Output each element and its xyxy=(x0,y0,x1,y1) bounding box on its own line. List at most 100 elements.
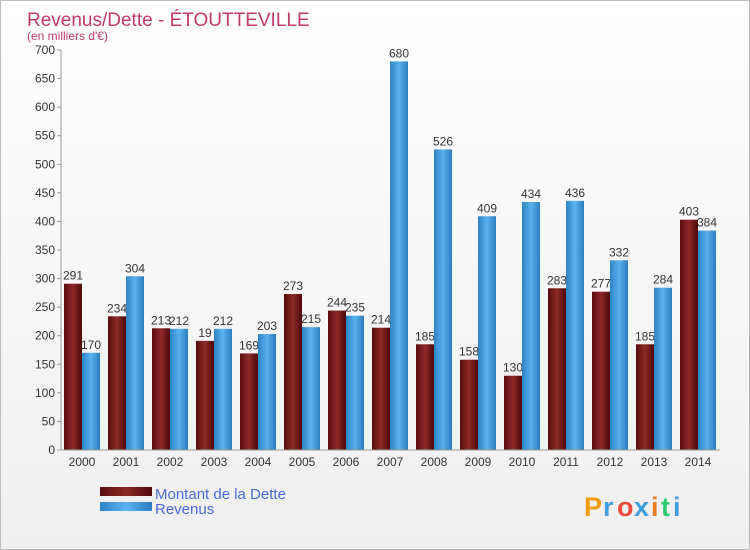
data-label: 403 xyxy=(679,205,699,219)
data-label: 235 xyxy=(345,301,365,315)
logo-letter: x xyxy=(634,492,649,522)
data-label: 277 xyxy=(591,277,611,291)
bars: 2911702343042132121921216920327321524423… xyxy=(63,46,717,451)
bar-dette xyxy=(64,283,82,450)
data-label: 409 xyxy=(477,201,497,215)
bar-revenus xyxy=(522,202,540,450)
y-tick-label: 450 xyxy=(35,186,55,200)
bar-revenus xyxy=(478,216,496,450)
x-tick-label: 2009 xyxy=(465,455,492,469)
data-label: 158 xyxy=(459,345,479,359)
x-tick-label: 2007 xyxy=(377,455,404,469)
x-tick-label: 2011 xyxy=(553,455,579,469)
x-axis: 2000 2001 2002 2003 2004 2005 2006 2007 2008 2009… xyxy=(69,455,712,469)
y-tick-label: 50 xyxy=(42,414,56,428)
x-tick-label: 2002 xyxy=(157,455,184,469)
bar-dette xyxy=(460,359,478,450)
chart-title: Revenus/Dette - ÉTOUTTEVILLE xyxy=(27,10,310,31)
bar-dette xyxy=(548,288,566,450)
data-label: 213 xyxy=(151,313,171,327)
y-axis: 0 50 100 150 200 250 300 350 400 450 500 550 600 650 7… xyxy=(35,43,61,457)
x-tick-label: 2012 xyxy=(597,455,624,469)
bar-revenus xyxy=(82,352,100,450)
bar-revenus xyxy=(302,327,320,450)
data-label: 304 xyxy=(125,261,145,275)
bar-revenus xyxy=(346,315,364,450)
data-label: 244 xyxy=(327,296,347,310)
x-tick-label: 2014 xyxy=(685,455,712,469)
data-label: 215 xyxy=(301,312,321,326)
logo-letter: i xyxy=(673,492,681,522)
data-label: 169 xyxy=(239,338,259,352)
logo-letter: P xyxy=(584,492,602,522)
logo-letter: r xyxy=(603,492,614,522)
data-label: 170 xyxy=(81,338,101,352)
bar-dette xyxy=(416,344,434,450)
data-label: 434 xyxy=(521,187,541,201)
data-label: 384 xyxy=(697,216,717,230)
bar-revenus xyxy=(610,260,628,450)
bar-revenus xyxy=(258,334,276,450)
x-tick-label: 2008 xyxy=(421,455,448,469)
bar-dette xyxy=(328,310,346,450)
data-label: 436 xyxy=(565,186,585,200)
data-label: 185 xyxy=(415,329,435,343)
bar-revenus xyxy=(170,328,188,450)
y-tick-label: 650 xyxy=(35,72,55,86)
x-tick-label: 2010 xyxy=(509,455,536,469)
data-label: 680 xyxy=(389,46,409,60)
y-tick-label: 300 xyxy=(35,272,55,286)
bar-revenus xyxy=(698,230,716,450)
bar-dette xyxy=(372,327,390,450)
bar-revenus xyxy=(434,149,452,450)
bar-dette xyxy=(680,219,698,450)
logo-letter: t xyxy=(661,492,670,522)
x-tick-label: 2004 xyxy=(245,455,272,469)
y-tick-label: 700 xyxy=(35,43,55,57)
legend-label-revenus: Revenus xyxy=(155,501,214,518)
legend: Montant de la Dette Revenus xyxy=(100,486,286,518)
data-label: 291 xyxy=(63,269,83,283)
chart-subtitle: (en milliers d'€) xyxy=(27,29,108,43)
data-label: 283 xyxy=(547,273,567,287)
data-label: 212 xyxy=(169,314,189,328)
x-tick-label: 2003 xyxy=(201,455,228,469)
bar-dette xyxy=(284,294,302,450)
bar-dette xyxy=(636,344,654,450)
x-tick-label: 2006 xyxy=(333,455,360,469)
x-tick-label: 2005 xyxy=(289,455,316,469)
y-tick-label: 250 xyxy=(35,300,55,314)
data-label: 19 xyxy=(198,326,212,340)
bar-dette xyxy=(504,375,522,450)
logo-letter: i xyxy=(651,492,659,522)
data-label: 214 xyxy=(371,313,391,327)
x-tick-label: 2013 xyxy=(641,455,668,469)
bar-dette xyxy=(196,340,214,450)
data-label: 526 xyxy=(433,134,453,148)
data-label: 273 xyxy=(283,279,303,293)
data-label: 284 xyxy=(653,273,673,287)
x-tick-label: 2000 xyxy=(69,455,96,469)
data-label: 332 xyxy=(609,245,629,259)
y-tick-label: 100 xyxy=(35,386,55,400)
bar-dette xyxy=(152,328,170,450)
y-tick-label: 550 xyxy=(35,129,55,143)
legend-swatch-revenus xyxy=(100,502,152,511)
x-tick-label: 2001 xyxy=(113,455,140,469)
data-label: 130 xyxy=(503,361,523,375)
data-label: 185 xyxy=(635,329,655,343)
data-label: 212 xyxy=(213,314,233,328)
legend-swatch-debt xyxy=(100,487,152,496)
bar-dette xyxy=(240,353,258,450)
bar-revenus xyxy=(214,328,232,450)
bar-revenus xyxy=(126,276,144,450)
logo-letter: o xyxy=(617,492,634,522)
y-tick-label: 0 xyxy=(48,443,55,457)
bar-revenus xyxy=(390,61,408,451)
data-label: 234 xyxy=(107,301,127,315)
bar-dette xyxy=(108,316,126,450)
y-tick-label: 600 xyxy=(35,100,55,114)
y-tick-label: 400 xyxy=(35,214,55,228)
